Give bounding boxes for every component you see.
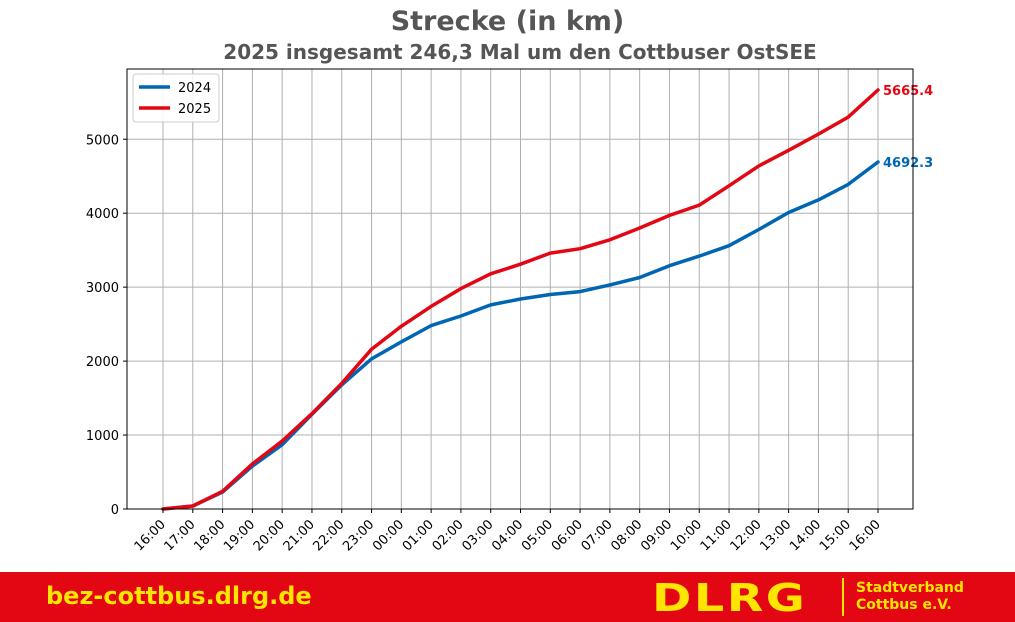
series-line-2025 bbox=[161, 88, 880, 511]
y-tick-label: 2000 bbox=[86, 355, 119, 370]
x-tick-label: 11:00 bbox=[698, 517, 735, 554]
y-tick-label: 5000 bbox=[86, 133, 119, 148]
x-tick-label: 04:00 bbox=[489, 517, 526, 554]
x-tick-label: 03:00 bbox=[459, 517, 496, 554]
y-tick-label: 1000 bbox=[86, 429, 119, 444]
x-tick-label: 13:00 bbox=[757, 517, 794, 554]
y-tick-label: 3000 bbox=[86, 281, 119, 296]
x-tick-label: 02:00 bbox=[430, 517, 467, 554]
x-axis: 16:0017:0018:0019:0020:0021:0022:0023:00… bbox=[132, 509, 884, 554]
x-tick-label: 17:00 bbox=[162, 517, 199, 554]
x-tick-label: 00:00 bbox=[370, 517, 407, 554]
end-label-2025: 5665.4 bbox=[883, 84, 933, 99]
x-tick-label: 06:00 bbox=[549, 517, 586, 554]
end-label-2024: 4692.3 bbox=[883, 156, 933, 171]
chart-subtitle: 2025 insgesamt 246,3 Mal um den Cottbuse… bbox=[223, 40, 817, 64]
x-tick-label: 05:00 bbox=[519, 517, 556, 554]
x-tick-label: 09:00 bbox=[638, 517, 675, 554]
x-tick-label: 07:00 bbox=[579, 517, 616, 554]
x-tick-label: 01:00 bbox=[400, 517, 437, 554]
footer-url-link[interactable]: bez-cottbus.dlrg.de bbox=[46, 582, 312, 610]
x-tick-label: 16:00 bbox=[132, 517, 169, 554]
footer-bar: bez-cottbus.dlrg.de DLRG Stadtverband Co… bbox=[0, 572, 1015, 622]
x-tick-label: 10:00 bbox=[668, 517, 705, 554]
series-group bbox=[161, 88, 880, 511]
org-name-line1: Stadtverband bbox=[856, 580, 964, 596]
dlrg-logo: DLRG bbox=[652, 576, 808, 620]
x-tick-label: 08:00 bbox=[608, 517, 645, 554]
x-tick-label: 20:00 bbox=[251, 517, 288, 554]
chart-title: Strecke (in km) bbox=[390, 6, 625, 37]
x-tick-label: 18:00 bbox=[191, 517, 228, 554]
x-tick-label: 21:00 bbox=[281, 517, 318, 554]
y-tick-label: 0 bbox=[111, 503, 119, 518]
line-chart: 4692.3 5665.4 0 1000 2000 3000 4000 5000 16:00… bbox=[86, 68, 933, 554]
legend: 2024 2025 bbox=[132, 73, 220, 123]
x-tick-label: 22:00 bbox=[310, 517, 347, 554]
legend-label-2025: 2025 bbox=[178, 102, 211, 117]
logo-divider bbox=[842, 578, 844, 616]
org-name-line2: Cottbus e.V. bbox=[856, 597, 952, 613]
x-tick-label: 19:00 bbox=[221, 517, 258, 554]
x-tick-label: 12:00 bbox=[728, 517, 765, 554]
grid bbox=[127, 69, 913, 510]
series-line-2024 bbox=[161, 160, 880, 511]
legend-label-2024: 2024 bbox=[178, 81, 211, 96]
end-labels: 4692.3 5665.4 bbox=[883, 84, 933, 171]
x-tick-label: 14:00 bbox=[787, 517, 824, 554]
y-axis: 0 1000 2000 3000 4000 5000 bbox=[86, 133, 127, 518]
x-tick-label: 15:00 bbox=[817, 517, 854, 554]
y-tick-label: 4000 bbox=[86, 207, 119, 222]
x-tick-label: 23:00 bbox=[340, 517, 377, 554]
x-tick-label: 16:00 bbox=[847, 517, 884, 554]
